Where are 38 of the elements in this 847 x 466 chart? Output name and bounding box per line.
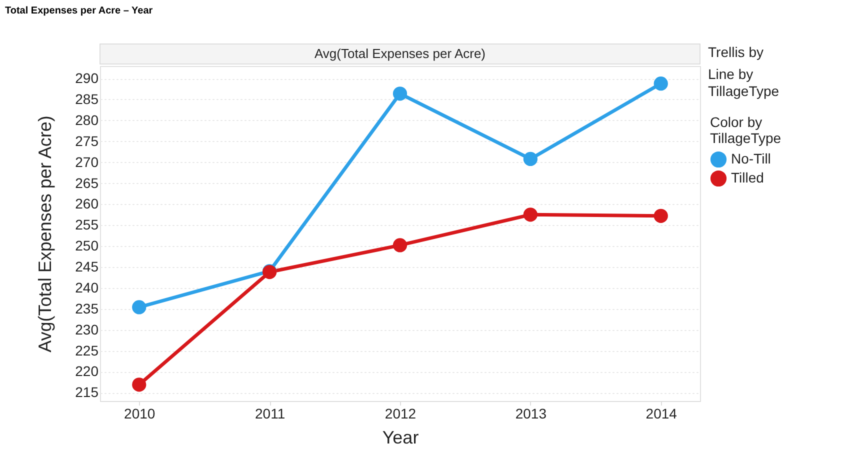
y-tick-label: 285 [75, 91, 99, 107]
x-tick-label: 2012 [384, 406, 416, 422]
y-tick-label: 255 [75, 216, 99, 233]
text: Trellis by [708, 44, 764, 60]
legend-label: Tilled [731, 170, 764, 186]
legend-label: No-Till [731, 150, 771, 166]
point [523, 208, 538, 222]
y-tick-label: 225 [75, 342, 99, 358]
y-tick-label: 265 [75, 174, 99, 191]
y-tick-label: 250 [75, 238, 99, 254]
y-tick-label: 290 [75, 70, 99, 86]
x-tick-label: 2013 [515, 406, 547, 422]
y-tick-label: 220 [75, 363, 99, 380]
point [654, 208, 668, 223]
chart-title: Total Expenses per Acre – Year [5, 6, 153, 16]
x-tick-label: 2011 [255, 406, 286, 422]
y-tick-label: 235 [75, 300, 99, 316]
y-tick-label: 240 [75, 279, 99, 296]
text: Line by TillageType [708, 66, 780, 99]
y-tick-label: 270 [75, 154, 99, 170]
y-tick-label: 230 [75, 321, 99, 338]
point [392, 238, 408, 252]
y-axis-title: Avg(Total Expenses per Acre) [35, 116, 56, 352]
legend-title: Color by TillageType [710, 114, 782, 146]
x-tick-label: 2010 [124, 406, 156, 422]
y-tick-label: 245 [75, 258, 99, 274]
x-tick-label: 2014 [646, 406, 678, 422]
y-tick-label: 215 [75, 384, 99, 400]
chart-subtitle: Avg(Total Expenses per Acre) [314, 46, 486, 61]
point [132, 300, 146, 314]
point [654, 76, 668, 91]
x-axis-title: Year [382, 428, 419, 448]
y-tick-label: 260 [75, 196, 99, 212]
y-tick-label: 280 [75, 112, 99, 128]
point [132, 378, 146, 392]
point [392, 86, 408, 101]
point [523, 152, 538, 166]
y-tick-label: 275 [75, 132, 99, 149]
